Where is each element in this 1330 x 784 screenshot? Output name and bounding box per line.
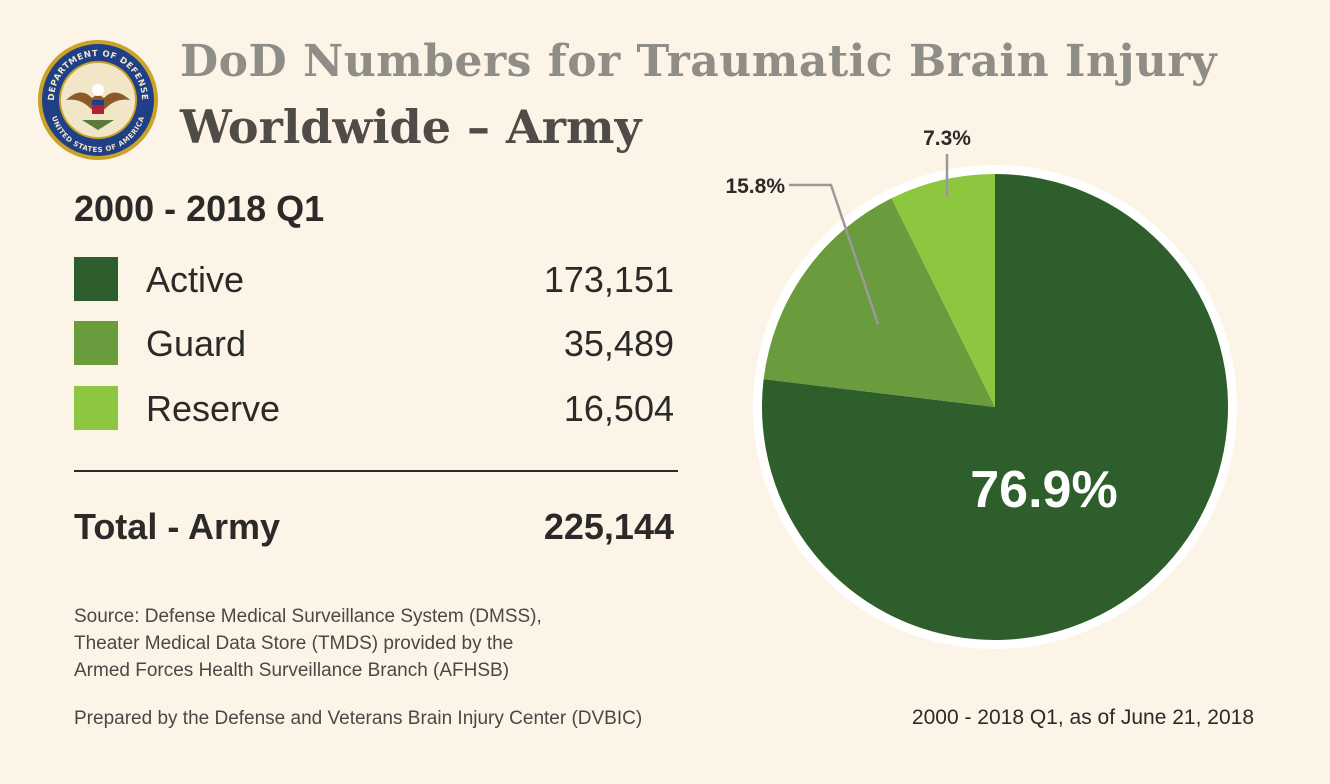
legend-swatch-active — [74, 257, 118, 301]
legend-row-active: Active 173,151 — [74, 257, 674, 303]
divider — [74, 470, 678, 472]
legend-row-reserve: Reserve 16,504 — [74, 386, 674, 432]
title-line-1: DoD Numbers for Traumatic Brain Injury — [180, 36, 1218, 87]
legend-row-guard: Guard 35,489 — [74, 321, 674, 367]
legend-label-reserve: Reserve — [146, 388, 281, 429]
legend-label-guard: Guard — [146, 323, 247, 364]
dod-seal-icon: DEPARTMENT OF DEFENSE UNITED STATES OF A… — [38, 40, 158, 160]
pie-chart: 76.9% 15.8% 7.3% — [725, 127, 1237, 649]
pie-label-reserve: 7.3% — [923, 127, 971, 150]
source-line-3: Armed Forces Health Surveillance Branch … — [74, 660, 510, 681]
pie-slice-guard — [763, 198, 995, 407]
as-of-date: 2000 - 2018 Q1, as of June 21, 2018 — [911, 706, 1254, 729]
legend-label-active: Active — [146, 259, 245, 300]
legend-swatch-guard — [74, 321, 118, 365]
legend-value-active: 173,151 — [543, 259, 674, 300]
source-line-2: Theater Medical Data Store (TMDS) provid… — [74, 633, 514, 654]
source-line-1: Source: Defense Medical Surveillance Sys… — [74, 606, 542, 627]
legend-swatch-reserve — [74, 386, 118, 430]
source-note: Source: Defense Medical Surveillance Sys… — [74, 603, 542, 684]
title-line-2: Worldwide – Army — [180, 100, 642, 154]
leader-line-guard — [789, 183, 880, 325]
pie-slice-reserve — [891, 174, 995, 407]
total-value: 225,144 — [543, 506, 674, 547]
prepared-by: Prepared by the Defense and Veterans Bra… — [74, 708, 643, 729]
period-heading: 2000 - 2018 Q1 — [74, 188, 325, 229]
pie-slice-active — [761, 174, 1228, 640]
total-label: Total - Army — [74, 506, 281, 547]
pie-label-active: 76.9% — [970, 461, 1117, 519]
legend-value-reserve: 16,504 — [563, 388, 674, 429]
pie-label-guard: 15.8% — [725, 175, 785, 198]
legend-value-guard: 35,489 — [563, 323, 674, 364]
